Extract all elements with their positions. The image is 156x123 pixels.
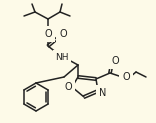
- Text: NH: NH: [55, 53, 69, 62]
- Text: N: N: [99, 88, 107, 98]
- Text: O: O: [122, 72, 130, 82]
- Text: O: O: [59, 29, 67, 39]
- Text: O: O: [111, 56, 119, 66]
- Text: O: O: [64, 82, 72, 92]
- Text: O: O: [44, 29, 52, 39]
